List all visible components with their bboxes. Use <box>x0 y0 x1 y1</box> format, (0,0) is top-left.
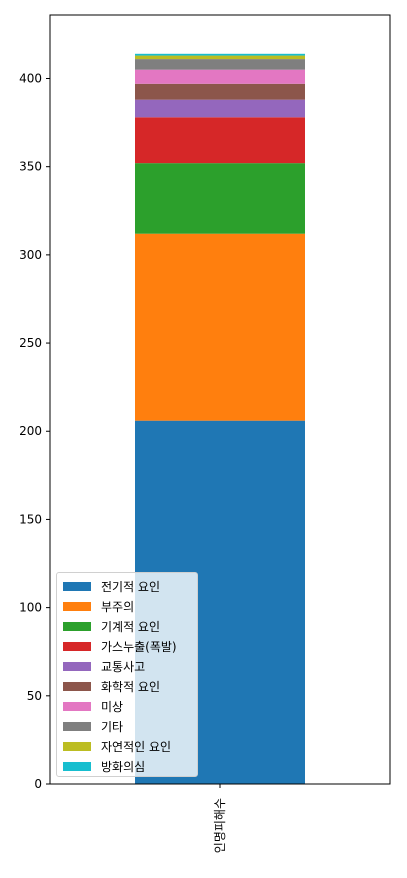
legend-swatch-9 <box>63 761 91 771</box>
y-tick-label-4: 200 <box>19 424 42 438</box>
legend-swatch-6 <box>63 701 91 711</box>
bar-segment-6 <box>135 69 305 84</box>
bar-segment-3 <box>135 117 305 164</box>
legend-swatch-7 <box>63 721 91 731</box>
legend-item-5: 화학적 요인 <box>63 676 197 696</box>
legend-item-9: 방화의심 <box>63 756 197 776</box>
legend-item-1: 부주의 <box>63 596 197 616</box>
legend-label-1: 부주의 <box>101 599 135 614</box>
legend-swatch-8 <box>63 741 91 751</box>
legend-item-7: 기타 <box>63 716 197 736</box>
y-tick-label-5: 250 <box>19 336 42 350</box>
legend-item-0: 전기적 요인 <box>63 576 197 596</box>
bar-segment-9 <box>135 53 305 56</box>
bar-segments <box>135 53 305 784</box>
legend-label-2: 기계적 요인 <box>101 619 161 634</box>
legend-item-4: 교통사고 <box>63 656 197 676</box>
legend-label-6: 미상 <box>101 699 124 714</box>
y-tick-label-3: 150 <box>19 512 42 526</box>
legend-swatch-5 <box>63 681 91 691</box>
legend-swatch-0 <box>63 581 91 591</box>
x-tick-label-0: 인명피해수 <box>213 798 227 853</box>
legend-label-4: 교통사고 <box>101 659 146 674</box>
y-tick-label-8: 400 <box>19 71 42 85</box>
legend-label-5: 화학적 요인 <box>101 679 161 694</box>
x-axis: 인명피해수 <box>213 784 227 853</box>
y-tick-label-2: 100 <box>19 601 42 615</box>
bar-segment-4 <box>135 99 305 118</box>
y-tick-label-1: 50 <box>27 689 42 703</box>
legend-label-8: 자연적인 요인 <box>101 739 172 754</box>
legend-label-0: 전기적 요인 <box>101 579 161 594</box>
legend-label-7: 기타 <box>101 719 124 734</box>
legend-swatch-2 <box>63 621 91 631</box>
bar-segment-2 <box>135 163 305 234</box>
bar-segment-5 <box>135 83 305 100</box>
legend-swatch-1 <box>63 601 91 611</box>
legend-swatch-3 <box>63 641 91 651</box>
legend-item-3: 가스누출(폭발) <box>63 636 197 656</box>
y-axis: 0 50 100 150 200 250 300 350 400 <box>19 71 50 791</box>
bar-segment-1 <box>135 233 305 421</box>
bar-segment-8 <box>135 55 305 60</box>
legend-item-2: 기계적 요인 <box>63 616 197 636</box>
y-tick-label-6: 300 <box>19 248 42 262</box>
y-tick-label-7: 350 <box>19 160 42 174</box>
legend-item-6: 미상 <box>63 696 197 716</box>
legend-label-3: 가스누출(폭발) <box>101 639 177 654</box>
bar-segment-7 <box>135 59 305 70</box>
y-tick-label-0: 0 <box>34 777 42 791</box>
legend-label-9: 방화의심 <box>101 759 146 774</box>
legend-item-8: 자연적인 요인 <box>63 736 197 756</box>
plot-frame <box>49 14 391 785</box>
legend-swatch-4 <box>63 661 91 671</box>
